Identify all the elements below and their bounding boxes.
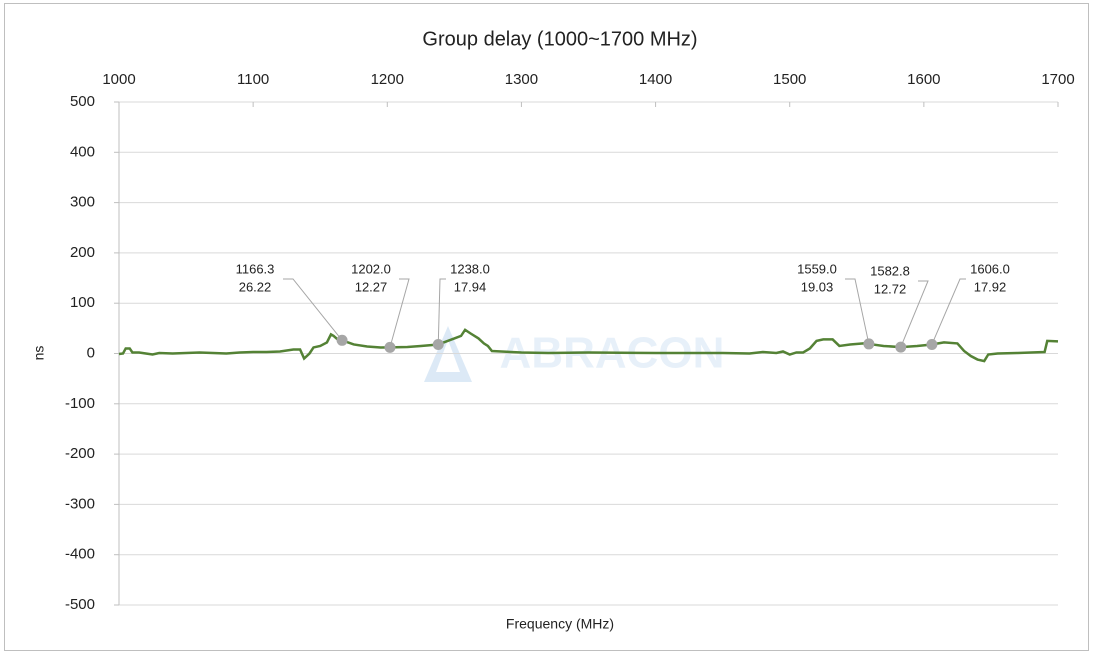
chart-border	[4, 3, 1089, 651]
y-tick-label: -400	[65, 546, 95, 563]
leader-line	[931, 278, 966, 345]
annotation-x: 1559.0	[797, 261, 837, 276]
marker	[926, 338, 938, 350]
y-tick-label: -200	[65, 445, 95, 462]
marker	[384, 341, 396, 353]
y-tick-label: 100	[70, 294, 95, 311]
leader-line	[389, 278, 410, 348]
marker	[336, 334, 348, 346]
marker	[863, 338, 875, 350]
y-tick-label: 200	[70, 244, 95, 261]
x-tick-label: 1200	[371, 71, 404, 88]
y-tick-label: -500	[65, 596, 95, 613]
annotation-value: 26.22	[239, 279, 272, 294]
annotation-value: 12.27	[355, 279, 388, 294]
annotation-x: 1238.0	[450, 261, 490, 276]
x-tick-label: 1700	[1041, 71, 1074, 88]
annotation-x: 1606.0	[970, 261, 1010, 276]
y-tick-label: 300	[70, 194, 95, 211]
x-tick-label: 1600	[907, 71, 940, 88]
x-tick-label: 1500	[773, 71, 806, 88]
annotation-value: 17.94	[454, 279, 487, 294]
chart-title: Group delay (1000~1700 MHz)	[422, 28, 697, 50]
marker	[895, 341, 907, 353]
marker	[432, 338, 444, 350]
x-tick-label: 1300	[505, 71, 538, 88]
y-tick-label: -100	[65, 395, 95, 412]
annotation-value: 12.72	[874, 281, 907, 296]
y-tick-label: 500	[70, 93, 95, 110]
annotation-x: 1202.0	[351, 261, 391, 276]
y-tick-label: 0	[87, 344, 95, 361]
annotation-value: 17.92	[974, 279, 1007, 294]
data-line	[118, 328, 1059, 363]
annotation-x: 1582.8	[870, 263, 910, 278]
y-tick-label: -300	[65, 495, 95, 512]
x-tick-label: 1100	[237, 71, 269, 88]
leader-line	[900, 280, 929, 348]
y-tick-label: 400	[70, 143, 95, 160]
leader-line	[845, 278, 870, 345]
x-tick-label: 1400	[639, 71, 672, 88]
y-axis-label: ns	[31, 346, 47, 361]
leader-line	[283, 278, 343, 341]
annotation-value: 19.03	[801, 279, 834, 294]
watermark-logo	[424, 326, 472, 382]
x-axis-label: Frequency (MHz)	[506, 616, 614, 632]
leader-line	[437, 278, 446, 345]
annotation-x: 1166.3	[236, 261, 275, 276]
x-tick-label: 1000	[102, 71, 135, 88]
